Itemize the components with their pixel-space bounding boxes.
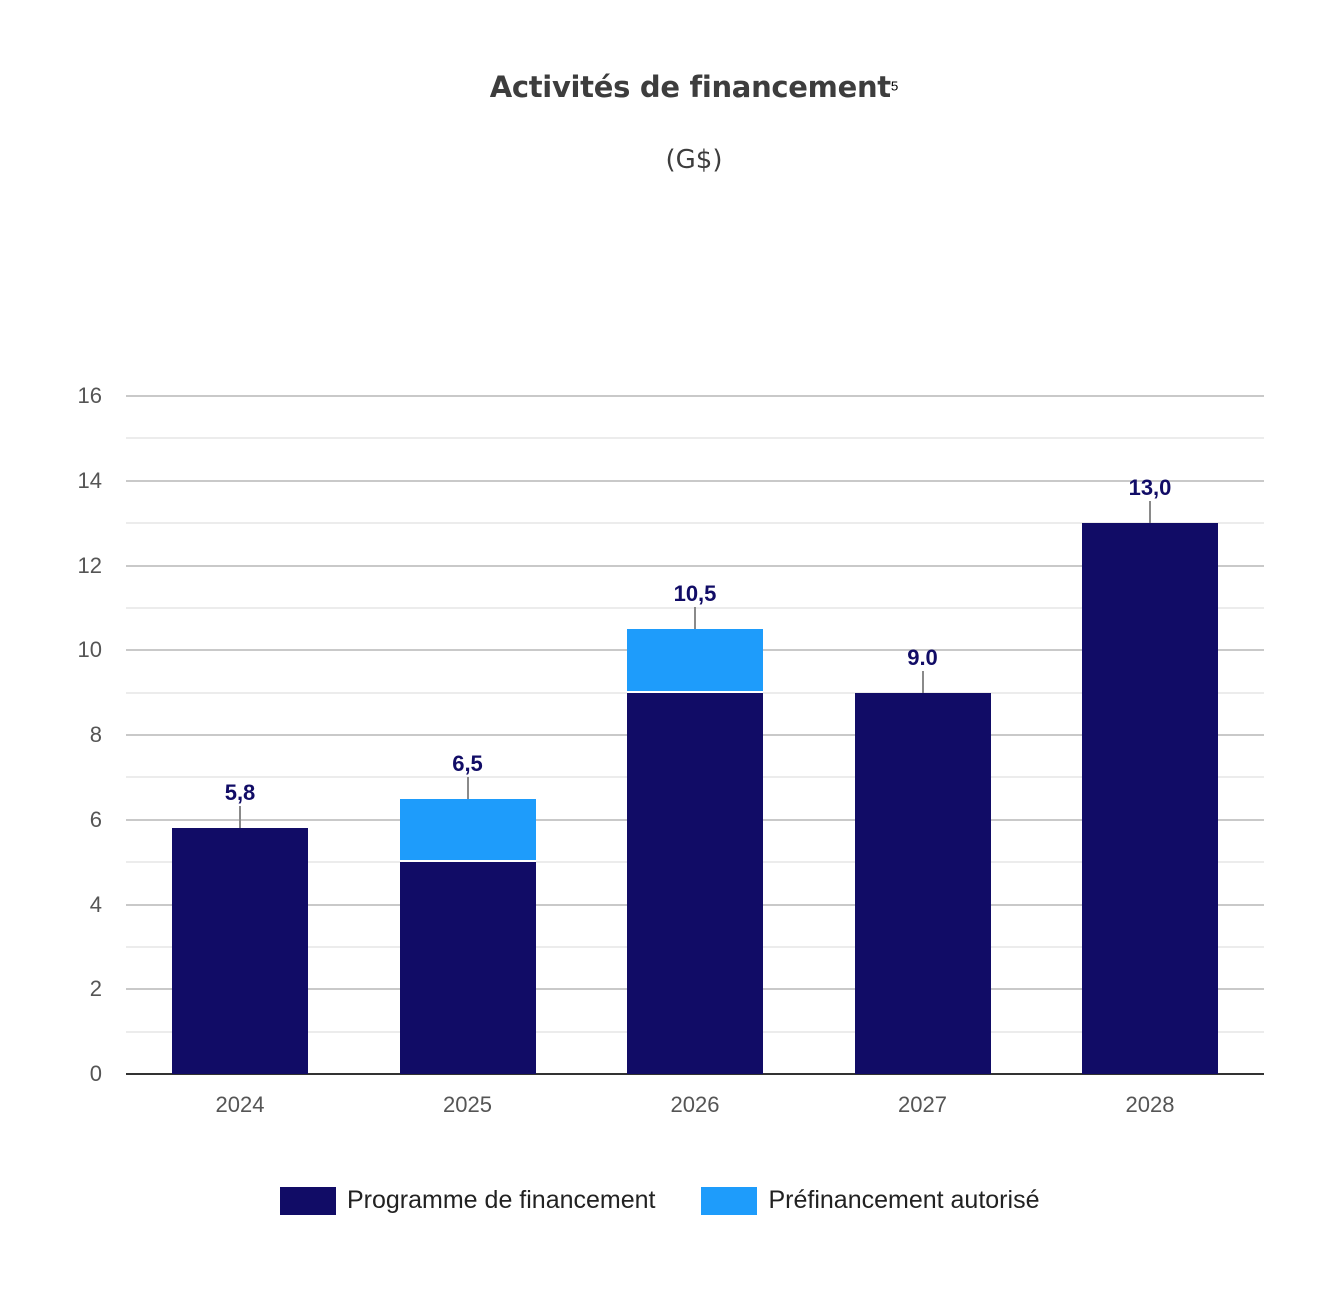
data-label-leader <box>921 670 924 693</box>
data-label: 9.0 <box>907 644 938 670</box>
gridline-major <box>126 479 1264 482</box>
x-tick-label: 2026 <box>670 1092 720 1117</box>
legend-swatch-prefinancement <box>701 1186 758 1215</box>
bar-segment-programme[interactable] <box>1082 523 1218 1074</box>
data-label: 5,8 <box>224 780 256 806</box>
y-tick-label: 8 <box>89 722 102 747</box>
legend: Programme de financement Préfinancement … <box>280 1186 1085 1215</box>
bar-2028[interactable] <box>1082 523 1218 1074</box>
bar-segment-prefinancement[interactable] <box>627 629 763 693</box>
bar-segment-programme[interactable] <box>172 828 308 1074</box>
data-label: 6,5 <box>452 750 483 776</box>
x-tick-label: 2025 <box>443 1092 492 1117</box>
data-label: 10,5 <box>673 581 717 607</box>
legend-label: Programme de financement <box>347 1186 656 1214</box>
y-tick-label: 6 <box>89 806 102 832</box>
bar-segment-programme[interactable] <box>399 862 536 1074</box>
bar-2025[interactable] <box>399 798 536 1074</box>
bar-segment-programme[interactable] <box>627 692 763 1074</box>
data-label-leader <box>466 776 469 799</box>
y-tick-label: 16 <box>77 383 102 408</box>
bar-2026[interactable] <box>627 629 763 1074</box>
footnote-link[interactable]: 5 <box>890 78 899 94</box>
x-tick-label: 2024 <box>215 1092 265 1117</box>
x-tick-label: 2028 <box>1125 1092 1175 1117</box>
bar-2027[interactable] <box>854 692 991 1074</box>
bar-2024[interactable] <box>172 828 308 1074</box>
gridline-major <box>126 395 1264 397</box>
legend-label: Préfinancement autorisé <box>768 1186 1040 1214</box>
bar-segment-programme[interactable] <box>854 692 991 1074</box>
y-tick-label: 4 <box>89 891 102 917</box>
legend-item-prefinancement[interactable]: Préfinancement autorisé <box>701 1186 1039 1215</box>
gridline-major <box>126 564 1264 567</box>
x-tick-label: 2027 <box>898 1092 947 1117</box>
legend-swatch-programme <box>280 1186 336 1215</box>
gridline-minor <box>126 522 1264 525</box>
y-tick-label: 0 <box>89 1061 102 1086</box>
data-label-leader <box>1149 501 1151 524</box>
legend-item-programme[interactable]: Programme de financement <box>280 1186 655 1215</box>
chart-title-text: Activités de financement <box>489 70 891 104</box>
data-label-leader <box>239 806 241 829</box>
y-tick-label: 10 <box>77 637 102 663</box>
y-tick-label: 12 <box>77 552 102 578</box>
x-axis-line <box>126 1073 1264 1075</box>
bar-segment-prefinancement[interactable] <box>399 798 536 863</box>
gridline-minor <box>126 437 1264 440</box>
chart-title: Activités de financement5 <box>0 70 1342 104</box>
data-label-leader <box>694 607 696 630</box>
y-tick-label: 2 <box>89 976 102 1002</box>
y-tick-label: 14 <box>77 467 102 493</box>
data-label: 13,0 <box>1128 475 1172 501</box>
chart-subtitle: (G$) <box>665 145 723 175</box>
